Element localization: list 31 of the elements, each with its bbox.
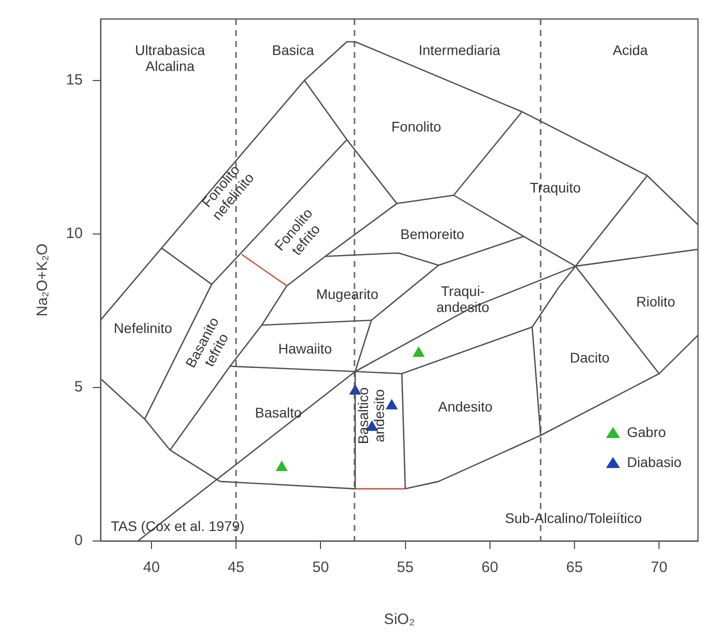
annotation: Bemoreito [400, 226, 464, 242]
annotation: Intermediaria [418, 42, 500, 58]
legend-label: Diabasio [627, 454, 682, 470]
annotation: Fonolito [391, 118, 442, 135]
annotation: Ultrabasica Alcalina [135, 42, 206, 74]
annotation: Hawaiito [278, 340, 332, 357]
y-tick-label: 0 [74, 532, 83, 550]
y-axis-title: Na₂O+K₂O [34, 244, 52, 316]
x-tick-label: 65 [566, 559, 583, 576]
annotation: Basica [272, 42, 314, 58]
x-tick-label: 45 [228, 559, 244, 576]
annotation: Riolito [636, 293, 676, 310]
annotation: Sub-Alcalino/Toleiítico [504, 510, 642, 526]
y-tick-label: 15 [66, 72, 83, 89]
annotation: Andesito [438, 398, 493, 415]
annotation: Acida [612, 42, 648, 58]
x-tick-label: 70 [650, 559, 668, 576]
x-tick-label: 40 [143, 559, 160, 576]
y-tick-label: 10 [66, 225, 83, 242]
annotation: Basaltico andesito [355, 387, 388, 444]
x-tick-label: 60 [482, 559, 498, 576]
legend-label: Gabro [627, 424, 666, 440]
x-axis-title: SiO₂ [384, 611, 415, 628]
annotation: Mugearito [316, 286, 379, 302]
x-tick-label: 55 [396, 559, 414, 576]
y-tick-label: 5 [74, 378, 83, 396]
annotation: Nefelinito [114, 320, 172, 336]
annotation: Traquito [530, 180, 581, 196]
annotation: Dacito [570, 349, 610, 366]
x-tick-label: 50 [312, 559, 330, 576]
annotation: Basalto [255, 404, 302, 420]
